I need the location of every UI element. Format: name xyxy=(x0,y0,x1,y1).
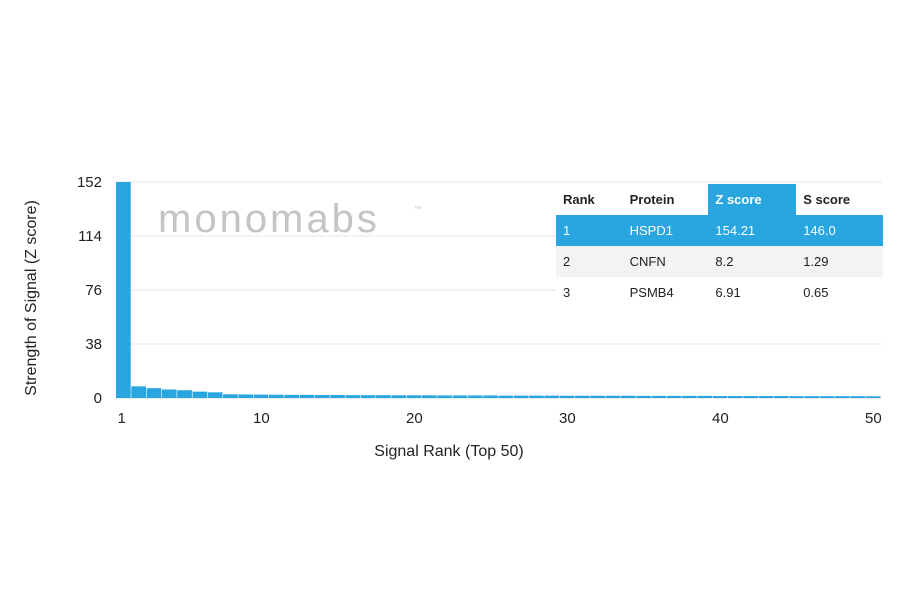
bar xyxy=(314,395,330,398)
y-tick-label: 152 xyxy=(77,174,102,191)
bar xyxy=(238,394,254,398)
bar xyxy=(360,395,376,398)
bar xyxy=(819,396,835,398)
bar xyxy=(743,396,758,398)
bar xyxy=(330,395,345,398)
watermark-logo: monomabs ™ xyxy=(158,197,421,241)
bar xyxy=(697,395,713,398)
x-tick-label: 40 xyxy=(712,410,729,427)
bar xyxy=(452,395,468,398)
bar xyxy=(590,395,605,398)
bar xyxy=(177,390,192,398)
bar xyxy=(376,395,391,398)
cell-protein: PSMB4 xyxy=(622,277,709,308)
table-header-row: Rank Protein Z score S score xyxy=(556,184,883,215)
bar xyxy=(773,396,789,398)
column-header-protein: Protein xyxy=(622,184,709,215)
cell-protein: CNFN xyxy=(622,246,709,277)
x-tick-label: 1 xyxy=(117,410,125,427)
x-tick-label: 30 xyxy=(559,410,576,427)
table-row: 3 PSMB4 6.91 0.65 xyxy=(556,277,883,308)
bar xyxy=(575,395,590,398)
table-row: 1 HSPD1 154.21 146.0 xyxy=(556,215,883,246)
column-header-z-score: Z score xyxy=(708,184,797,215)
bar xyxy=(544,395,560,398)
bar xyxy=(207,392,223,398)
bar xyxy=(483,395,498,398)
x-tick-label: 10 xyxy=(253,410,270,427)
bar xyxy=(513,395,529,398)
x-tick-label: 50 xyxy=(865,410,882,427)
bar xyxy=(605,395,621,398)
y-tick-label: 114 xyxy=(78,228,102,245)
bar xyxy=(345,395,361,398)
bar xyxy=(850,396,866,398)
bar xyxy=(666,395,682,398)
bar xyxy=(728,396,743,398)
y-tick-label: 38 xyxy=(85,336,102,353)
cell-protein: HSPD1 xyxy=(622,215,709,246)
bar xyxy=(391,395,407,398)
y-tick-label: 76 xyxy=(85,282,102,299)
cell-s-score: 146.0 xyxy=(796,215,883,246)
bar xyxy=(758,396,774,398)
bar xyxy=(422,395,437,398)
bar xyxy=(467,395,483,398)
bars xyxy=(116,182,881,398)
score-table: Rank Protein Z score S score 1 HSPD1 154… xyxy=(556,184,883,308)
bar xyxy=(651,395,667,398)
cell-rank: 2 xyxy=(556,246,623,277)
bar xyxy=(865,396,881,398)
bar xyxy=(789,396,804,398)
bar xyxy=(284,394,299,398)
bar xyxy=(131,386,146,398)
cell-z-score: 8.2 xyxy=(708,246,797,277)
cell-s-score: 0.65 xyxy=(796,277,883,308)
y-tick-label: 0 xyxy=(94,390,102,407)
x-axis-title: Signal Rank (Top 50) xyxy=(374,443,523,460)
bar xyxy=(804,396,820,398)
bar xyxy=(620,395,636,398)
bar xyxy=(146,388,162,398)
bar xyxy=(253,394,269,398)
bar xyxy=(682,395,697,398)
bar xyxy=(116,182,131,398)
cell-rank: 1 xyxy=(556,215,623,246)
x-tick-label: 20 xyxy=(406,410,423,427)
column-header-rank: Rank xyxy=(556,184,623,215)
x-tick-labels: 1 10 20 30 40 50 xyxy=(117,410,881,427)
bar xyxy=(529,395,544,398)
column-header-s-score: S score xyxy=(796,184,883,215)
bar xyxy=(269,394,284,398)
bar xyxy=(437,395,452,398)
table-row: 2 CNFN 8.2 1.29 xyxy=(556,246,883,277)
cell-z-score: 154.21 xyxy=(708,215,797,246)
cell-z-score: 6.91 xyxy=(708,277,797,308)
bar xyxy=(636,395,651,398)
watermark-trademark: ™ xyxy=(414,206,421,213)
bar xyxy=(498,395,514,398)
watermark-text: monomabs xyxy=(158,197,380,241)
bar xyxy=(406,395,422,398)
bar xyxy=(299,394,315,398)
bar xyxy=(712,396,728,398)
bar xyxy=(835,396,850,398)
y-axis-title: Strength of Signal (Z score) xyxy=(23,200,40,396)
y-tick-labels: 0 38 76 114 152 xyxy=(77,174,102,407)
bar xyxy=(161,389,177,398)
bar xyxy=(559,395,575,398)
cell-rank: 3 xyxy=(556,277,623,308)
bar xyxy=(223,394,238,398)
bar xyxy=(192,391,208,398)
cell-s-score: 1.29 xyxy=(796,246,883,277)
